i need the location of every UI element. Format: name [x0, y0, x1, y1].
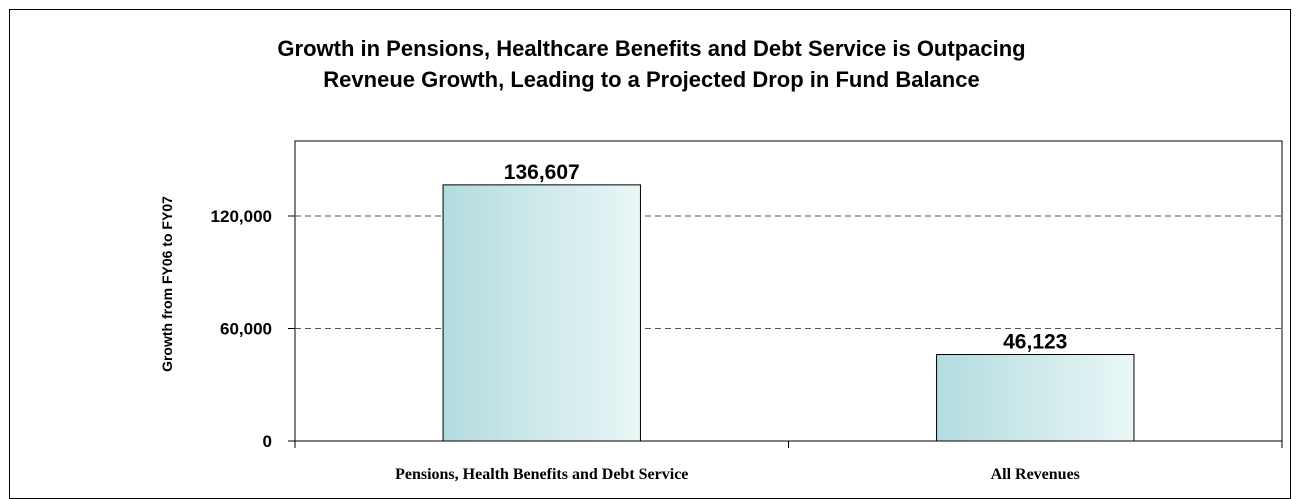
chart-title-line-2: Revneue Growth, Leading to a Projected D…: [323, 67, 980, 92]
x-category-label: Pensions, Health Benefits and Debt Servi…: [395, 466, 688, 483]
x-category-label: All Revenues: [991, 466, 1080, 483]
bar-data-label: 136,607: [504, 161, 580, 184]
y-axis-title: Growth from FY06 to FY07: [159, 196, 175, 372]
y-tick-label: 120,000: [211, 207, 272, 226]
bar-data-label: 46,123: [1003, 331, 1067, 354]
y-tick-label: 0: [263, 432, 272, 451]
bar: [442, 184, 641, 442]
bar: [936, 354, 1135, 442]
chart-title-line-1: Growth in Pensions, Healthcare Benefits …: [277, 36, 1026, 61]
chart-title: Growth in Pensions, Healthcare Benefits …: [0, 33, 1303, 95]
y-tick-label: 60,000: [220, 320, 272, 339]
